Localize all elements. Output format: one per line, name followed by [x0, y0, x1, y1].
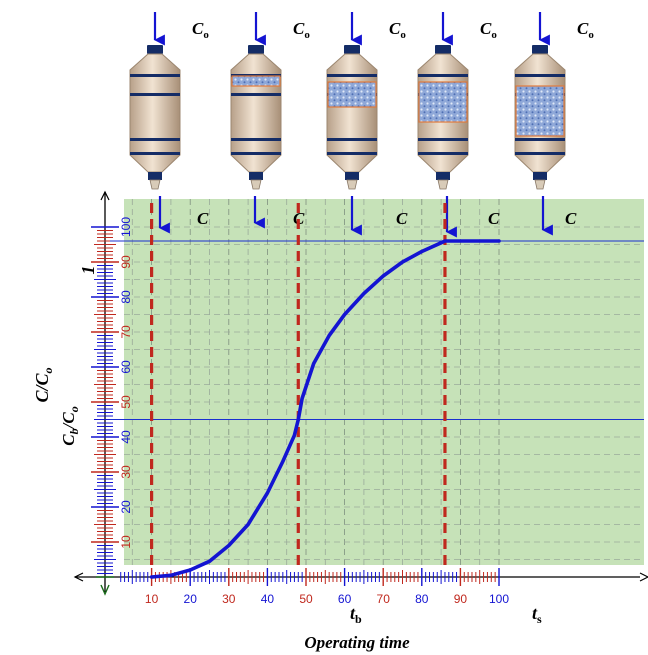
column-band [231, 152, 281, 155]
breakthrough-ratio-sub1: b [67, 428, 81, 434]
y-tick-label: 20 [119, 500, 133, 514]
column-inlet-cap [147, 45, 163, 54]
x-tick-label: 50 [299, 592, 313, 606]
inlet-label: Co [192, 19, 209, 41]
x-axis-arrow-right [639, 572, 648, 582]
y-axis-arrow-top [100, 190, 110, 201]
x-axis-arrow-left [73, 572, 84, 582]
column-band [327, 138, 377, 141]
t-b-main: t [350, 603, 356, 623]
x-tick-label: 80 [415, 592, 429, 606]
column-band [327, 152, 377, 155]
adsorption-column: Co [129, 12, 209, 190]
t-b-label: tb [350, 603, 362, 626]
y-tick-label: 70 [119, 325, 133, 339]
x-axis-title: Operating time [304, 633, 410, 652]
t-b-sub: b [355, 612, 362, 626]
y-axis-one-label: 1 [78, 266, 98, 275]
breakthrough-curve [149, 239, 501, 579]
x-tick-label: 70 [377, 592, 391, 606]
t-s-label: ts [532, 603, 542, 626]
column-outlet-cap [345, 172, 359, 180]
column-band [418, 152, 468, 155]
t-s-sub: s [537, 612, 542, 626]
inlet-label: Co [293, 19, 310, 41]
chart-marks [110, 203, 644, 579]
x-tick-label: 10 [145, 592, 159, 606]
column-band [418, 138, 468, 141]
column-band [231, 93, 281, 96]
y-tick-label: 100 [119, 217, 133, 237]
column-band [515, 138, 565, 141]
outlet-label: C [293, 209, 305, 228]
x-tick-label: 20 [184, 592, 198, 606]
x-tick-label: 40 [261, 592, 275, 606]
breakthrough-ratio-main: C [59, 434, 78, 446]
breakthrough-ratio-slash: /C [59, 412, 78, 431]
column-band [130, 93, 180, 96]
adsorption-column: Co [514, 12, 594, 190]
column-outlet-nozzle [250, 179, 262, 190]
adsorbent-bed [418, 81, 468, 123]
y-axis-label-sub: o [41, 367, 55, 373]
y-tick-label: 60 [119, 360, 133, 374]
column-band [130, 74, 180, 77]
grid-lines [124, 199, 644, 565]
column-outlet-nozzle [149, 179, 161, 190]
adsorption-column: Co [230, 12, 310, 190]
t-s-main: t [532, 603, 538, 623]
outlet-label: C [488, 209, 500, 228]
column-band [418, 74, 468, 77]
axes: 10 20 30 40 50 60 70 80 90 100 10 20 30 40 50 60 70 80 90 1… [73, 190, 648, 606]
breakthrough-ratio-label: Cb/Co [59, 406, 81, 445]
adsorption-columns: Co Co Co Co Co [129, 12, 594, 190]
column-outlet-nozzle [437, 179, 449, 190]
outlet-label: C [565, 209, 577, 228]
column-inlet-cap [435, 45, 451, 54]
column-outlet-nozzle [534, 179, 546, 190]
column-outlet-cap [533, 172, 547, 180]
column-inlet-cap [532, 45, 548, 54]
column-band [130, 152, 180, 155]
x-tick-label: 30 [222, 592, 236, 606]
adsorption-column: Co [326, 12, 406, 190]
inlet-label: Co [480, 19, 497, 41]
y-tick-label: 10 [119, 535, 133, 549]
inlet-label: Co [389, 19, 406, 41]
inlet-label: Co [577, 19, 594, 41]
y-tick-label: 30 [119, 465, 133, 479]
column-inlet-cap [248, 45, 264, 54]
adsorbent-bed [515, 85, 565, 137]
y-axis-label: C/Co [32, 367, 55, 402]
column-band [130, 138, 180, 141]
y-tick-label: 40 [119, 430, 133, 444]
adsorbent-bed [327, 81, 377, 108]
x-tick-label: 90 [454, 592, 468, 606]
column-inlet-cap [344, 45, 360, 54]
y-axis-arrow-bottom [100, 584, 110, 596]
adsorption-column: Co [417, 12, 497, 190]
outlet-label: C [197, 209, 209, 228]
outlet-label: C [396, 209, 408, 228]
plot-area [124, 199, 644, 565]
x-tick-label: 60 [338, 592, 352, 606]
x-tick-label: 100 [489, 592, 509, 606]
column-band [515, 74, 565, 77]
y-tick-label: 50 [119, 395, 133, 409]
breakthrough-ratio-sub2: o [67, 406, 81, 412]
column-outlet-cap [148, 172, 162, 180]
adsorbent-bed [231, 75, 281, 87]
column-band [327, 74, 377, 77]
y-axis-label-main: C/C [32, 373, 52, 403]
column-outlet-cap [249, 172, 263, 180]
column-outlet-cap [436, 172, 450, 180]
column-band [231, 138, 281, 141]
y-tick-label: 90 [119, 255, 133, 269]
column-outlet-nozzle [346, 179, 358, 190]
column-band [515, 152, 565, 155]
y-tick-label: 80 [119, 290, 133, 304]
